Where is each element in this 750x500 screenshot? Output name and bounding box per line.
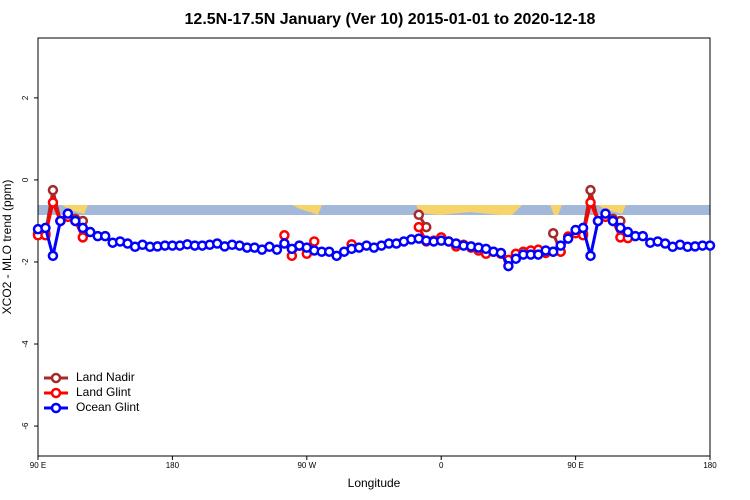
data-point <box>279 238 290 249</box>
ocean-band <box>38 205 710 215</box>
data-point <box>40 222 51 234</box>
data-point <box>413 209 425 221</box>
land-shape <box>416 205 522 215</box>
data-point <box>62 208 74 219</box>
legend-label: Ocean Glint <box>76 400 140 414</box>
data-point <box>510 253 522 264</box>
data-point <box>55 215 66 227</box>
data-point <box>562 233 574 244</box>
data-point <box>615 222 626 234</box>
data-point <box>547 246 559 257</box>
data-point <box>47 197 59 208</box>
y-axis-label: XCO2 - MLO trend (ppm) <box>0 180 14 315</box>
land-shape <box>550 205 562 215</box>
legend-label: Land Nadir <box>76 370 135 384</box>
chart-title: 12.5N-17.5N January (Ver 10) 2015-01-01 … <box>185 11 596 28</box>
x-tick-label: 180 <box>703 461 717 470</box>
y-tick-label: -4 <box>21 340 30 348</box>
land-shape <box>62 205 88 214</box>
data-point <box>585 197 596 208</box>
data-point <box>271 244 283 255</box>
data-point <box>279 230 290 241</box>
data-point <box>47 184 59 196</box>
y-tick-label: 0 <box>21 177 30 182</box>
data-point <box>585 250 596 262</box>
data-point <box>77 222 89 234</box>
data-point <box>77 232 89 243</box>
data-point <box>600 208 611 219</box>
x-tick-label: 0 <box>439 461 444 470</box>
data-point <box>85 226 96 238</box>
x-tick-label: 90 E <box>567 461 583 470</box>
data-point <box>413 221 425 233</box>
data-point <box>622 226 634 238</box>
data-point <box>503 260 514 272</box>
data-point <box>592 215 604 227</box>
data-point <box>533 249 544 260</box>
data-point <box>323 246 335 257</box>
series <box>32 208 716 272</box>
data-point <box>585 184 596 196</box>
y-tick-label: -2 <box>21 258 30 266</box>
data-point <box>331 250 342 262</box>
data-point <box>704 240 716 251</box>
data-point <box>99 230 111 242</box>
legend-swatch-point <box>50 402 62 414</box>
data-point <box>47 250 59 262</box>
data-point <box>495 247 507 259</box>
legend-swatch-point <box>50 387 62 399</box>
data-point <box>309 236 320 247</box>
data-point <box>547 228 559 239</box>
land-mask <box>38 205 710 215</box>
data-point <box>577 222 589 234</box>
land-shape <box>292 205 322 215</box>
data-point <box>607 215 619 227</box>
x-tick-label: 90 E <box>30 461 46 470</box>
x-axis-label: Longitude <box>348 476 401 490</box>
legend-swatch-point <box>50 372 62 384</box>
legend-label: Land Glint <box>76 385 131 399</box>
y-tick-label: 2 <box>21 95 30 100</box>
data-point <box>70 215 81 227</box>
x-tick-label: 90 W <box>297 461 316 470</box>
land-shape <box>598 205 626 214</box>
data-point <box>555 240 566 251</box>
y-tick-label: -6 <box>21 422 30 430</box>
x-tick-label: 180 <box>166 461 180 470</box>
data-point <box>637 230 649 242</box>
